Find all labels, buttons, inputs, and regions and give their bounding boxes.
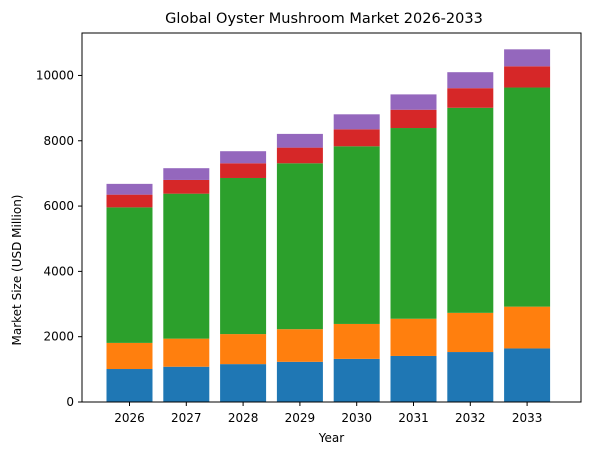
x-tick-label: 2029 — [285, 411, 316, 425]
bar-2026-segment-2 — [106, 342, 153, 370]
bar-2026-segment-1 — [106, 369, 153, 402]
bar-2028-segment-4 — [220, 163, 267, 178]
bar-2032-segment-3 — [447, 107, 494, 313]
x-tick-label: 2026 — [114, 411, 145, 425]
bar-2030-segment-5 — [333, 114, 380, 130]
chart-title: Global Oyster Mushroom Market 2026-2033 — [165, 11, 483, 27]
y-tick-label: 8000 — [43, 134, 74, 148]
y-tick-label: 4000 — [43, 264, 74, 278]
bar-2032-segment-5 — [447, 72, 494, 89]
bar-2027-segment-1 — [163, 366, 210, 402]
bar-2027-segment-5 — [163, 168, 210, 180]
bar-2028-segment-3 — [220, 177, 267, 335]
y-tick-label: 6000 — [43, 199, 74, 213]
x-tick-label: 2030 — [341, 411, 372, 425]
x-tick-label: 2027 — [171, 411, 202, 425]
bar-2031-segment-2 — [390, 318, 437, 356]
x-tick-label: 2028 — [228, 411, 259, 425]
bar-2031-segment-3 — [390, 128, 437, 319]
bar-2029-segment-3 — [276, 163, 323, 330]
bar-2027-segment-2 — [163, 338, 210, 367]
bar-2029-segment-1 — [276, 361, 323, 402]
bar-2027-segment-3 — [163, 193, 210, 339]
bar-2031-segment-4 — [390, 109, 437, 129]
plot-frame — [81, 32, 582, 403]
bar-2027-segment-4 — [163, 179, 210, 194]
bar-2029-segment-2 — [276, 329, 323, 362]
bar-2032-segment-2 — [447, 312, 494, 353]
bar-2028-segment-5 — [220, 151, 267, 164]
bar-2033-segment-2 — [504, 306, 551, 349]
bar-2030-segment-1 — [333, 358, 380, 402]
y-tick-label: 2000 — [43, 330, 74, 344]
bar-2031-segment-1 — [390, 355, 437, 402]
y-tick-label: 10000 — [36, 68, 74, 82]
bar-2029-segment-5 — [276, 133, 323, 148]
bar-2029-segment-4 — [276, 147, 323, 164]
bar-2026-segment-5 — [106, 183, 153, 195]
bar-2030-segment-4 — [333, 129, 380, 147]
bar-2028-segment-2 — [220, 334, 267, 365]
bar-2030-segment-2 — [333, 323, 380, 359]
bar-2033-segment-1 — [504, 348, 551, 402]
x-tick-label: 2031 — [398, 411, 429, 425]
bars-group — [106, 49, 551, 402]
bar-2030-segment-3 — [333, 146, 380, 324]
bar-2031-segment-5 — [390, 94, 437, 110]
bar-2033-segment-5 — [504, 49, 551, 67]
x-tick-label: 2033 — [512, 411, 543, 425]
x-axis-label: Year — [318, 431, 344, 445]
bar-2032-segment-4 — [447, 88, 494, 108]
bar-2032-segment-1 — [447, 352, 494, 402]
bar-2026-segment-3 — [106, 207, 153, 343]
y-tick-label: 0 — [66, 395, 74, 409]
y-axis-label: Market Size (USD Million) — [10, 195, 24, 346]
bar-2028-segment-1 — [220, 364, 267, 402]
x-tick-label: 2032 — [455, 411, 486, 425]
bar-2033-segment-3 — [504, 87, 551, 307]
bar-2033-segment-4 — [504, 66, 551, 88]
bar-2026-segment-4 — [106, 194, 153, 208]
axes-group: 0 2000 4000 6000 8000 10000 2026 2027 2028 2029 20… — [36, 32, 582, 425]
